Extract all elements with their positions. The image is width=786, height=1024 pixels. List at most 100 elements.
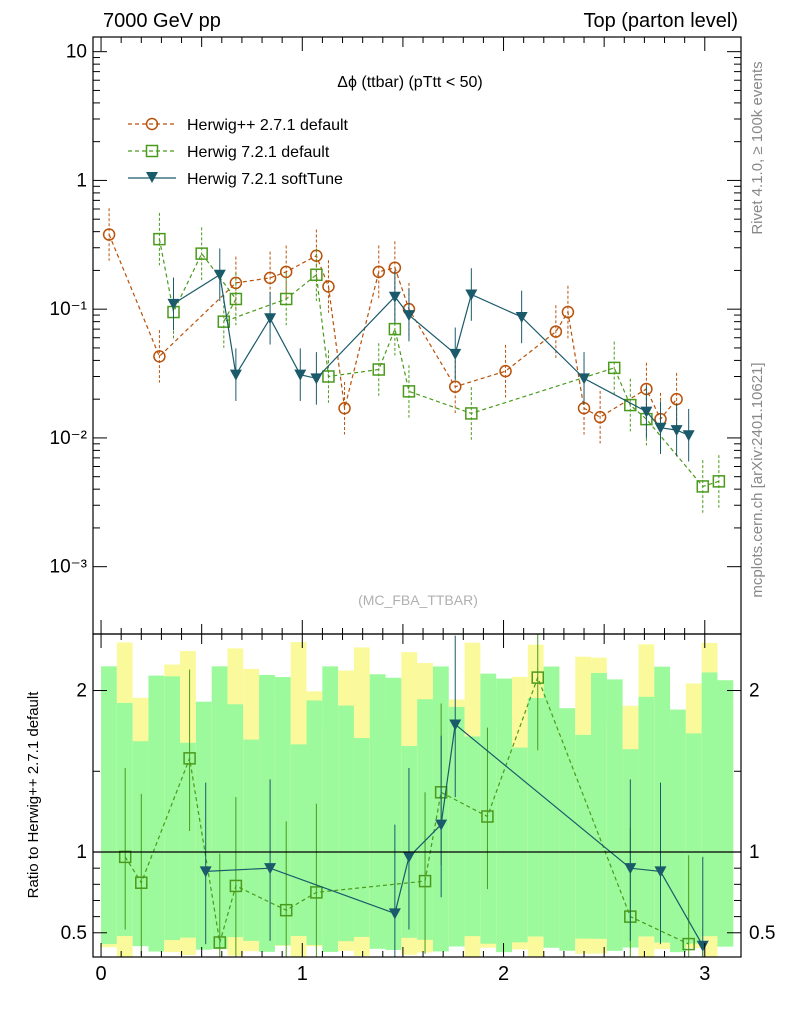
legend-marker-square	[145, 144, 159, 158]
data-point	[229, 292, 243, 306]
ratio-point	[213, 936, 227, 949]
x-tick-label: 3	[699, 963, 710, 985]
band-inner	[369, 674, 386, 949]
band-inner	[180, 742, 196, 938]
band-inner	[685, 733, 702, 944]
data-point	[499, 364, 512, 378]
band-inner	[496, 678, 512, 953]
data-point	[388, 291, 401, 303]
band-inner	[480, 673, 497, 944]
data-point	[549, 325, 563, 338]
data-point	[338, 402, 351, 415]
band-inner	[575, 734, 592, 939]
data-point	[167, 298, 180, 310]
ratio-y-tick-label: 1	[76, 842, 87, 863]
ratio-y-tick-label: 0.5	[61, 923, 87, 944]
y-tick-label: 10	[66, 42, 87, 63]
band-inner	[638, 696, 655, 937]
data-point	[696, 480, 710, 493]
legend-label-herwig721: Herwig 7.2.1 default	[187, 144, 330, 161]
data-point	[310, 373, 323, 385]
data-point	[229, 369, 242, 381]
header-left: 7000 GeV pp	[103, 10, 221, 32]
data-point	[402, 385, 416, 398]
band-inner	[211, 666, 228, 950]
ratio-series-1	[199, 635, 709, 957]
ratio-ylabel: Ratio to Herwig++ 2.7.1 default	[25, 691, 42, 899]
band-inner	[670, 709, 686, 953]
data-point	[263, 271, 277, 285]
data-point	[640, 406, 653, 418]
band-inner	[385, 677, 402, 950]
series-line-2	[173, 273, 689, 436]
band-inner	[290, 744, 307, 937]
data-point	[593, 410, 607, 424]
ratio-frame	[92, 633, 742, 958]
legend: Herwig++ 2.7.1 default Herwig 7.2.1 defa…	[128, 117, 349, 188]
ratio-point	[199, 866, 212, 878]
data-point	[561, 305, 575, 319]
data-point	[195, 247, 208, 260]
data-point	[624, 398, 637, 412]
ratio-point	[682, 937, 695, 951]
x-tick-label: 0	[95, 963, 106, 985]
legend-label-softtune: Herwig 7.2.1 softTune	[187, 171, 343, 188]
band-inner	[527, 698, 544, 937]
y-tick-label: 10⁻³	[50, 557, 88, 578]
watermark: (MC_FBA_TTBAR)	[358, 592, 478, 608]
band-inner	[259, 674, 275, 952]
data-point	[294, 369, 307, 381]
data-point	[448, 380, 462, 393]
band-inner	[195, 701, 212, 950]
band-inner	[353, 738, 370, 937]
y-tick-label: 1	[76, 170, 87, 191]
data-point	[213, 269, 226, 281]
ratio-point	[264, 863, 277, 875]
ratio-point	[531, 671, 544, 684]
data-point	[372, 363, 386, 376]
data-point	[153, 350, 166, 363]
band-inner	[606, 679, 623, 951]
ratio-y-tick-label: 2	[76, 681, 87, 702]
data-point	[388, 322, 402, 336]
ratio-point	[624, 863, 637, 875]
ratio-uncertainty-bands	[101, 642, 734, 957]
band-inner	[243, 739, 260, 941]
y-tick-label: 10⁻¹	[50, 299, 88, 320]
data-point	[322, 280, 335, 293]
ratio-point	[183, 752, 196, 765]
legend-marker-circle	[145, 117, 159, 131]
series-1	[153, 212, 726, 513]
main-plot-panel: Δϕ (ttbar) (pTtt < 50) (MC_FBA_TTBAR)	[337, 74, 482, 608]
header-right: Top (parton level)	[583, 10, 738, 32]
band-inner	[464, 736, 481, 937]
ratio-y-tick-label-right: 1	[749, 842, 760, 863]
ratio-point	[388, 908, 401, 920]
band-inner	[543, 666, 560, 948]
mcplots-label: mcplots.cern.ch [arXiv:2401.10621]	[749, 362, 766, 597]
data-point	[402, 310, 415, 322]
band-inner	[164, 676, 181, 941]
data-point	[449, 348, 462, 360]
band-inner	[306, 700, 323, 945]
data-point	[515, 311, 528, 323]
ratio-point	[435, 819, 448, 831]
band-inner	[717, 680, 734, 947]
band-inner	[101, 666, 117, 945]
ratio-series	[118, 634, 709, 957]
ratio-point	[229, 879, 243, 893]
data-point	[682, 430, 695, 442]
data-point	[465, 407, 478, 420]
series-0	[102, 208, 683, 446]
data-point	[712, 475, 726, 488]
band-inner	[654, 666, 671, 943]
data-point	[670, 425, 683, 437]
ratio-point	[118, 850, 132, 864]
data-point	[322, 370, 335, 383]
legend-marker-triangle	[146, 172, 158, 183]
ratio-point	[654, 866, 667, 878]
ratio-point	[279, 903, 293, 917]
ratio-y-tick-label-right: 0.5	[749, 923, 775, 944]
plot-title: Δϕ (ttbar) (pTtt < 50)	[337, 74, 482, 91]
